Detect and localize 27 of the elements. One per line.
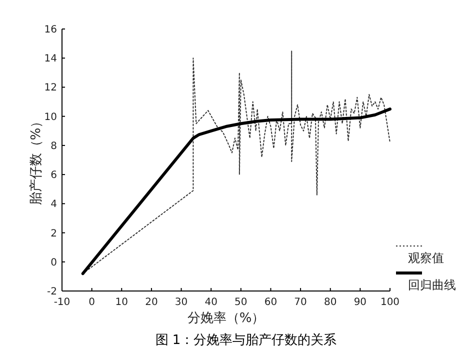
legend-label: 观察值 (408, 251, 444, 265)
x-tick-label: 40 (204, 297, 218, 308)
x-tick-label: 100 (380, 297, 400, 308)
x-tick-label: 10 (115, 297, 128, 308)
y-tick-label: -2 (47, 286, 57, 298)
x-tick-label: 30 (174, 297, 188, 308)
y-tick-label: 16 (44, 24, 57, 36)
y-tick-label: 14 (44, 54, 57, 65)
x-tick-label: 50 (234, 297, 248, 308)
legend-label: 回归曲线 (408, 278, 456, 292)
x-tick-label: -10 (54, 297, 70, 308)
y-tick-label: 10 (44, 112, 57, 123)
x-tick-label: 70 (294, 297, 307, 308)
y-tick-label: 2 (50, 228, 57, 240)
text: 图 1：分娩率与胎产仔数的关系 (155, 332, 337, 348)
x-tick-label: 0 (88, 297, 96, 308)
y-tick-label: 12 (44, 82, 57, 94)
y-tick-label: 4 (50, 199, 57, 210)
x-tick-label: 20 (145, 297, 158, 308)
x-axis-title: 分娩率（%） (187, 310, 265, 326)
y-tick-label: 6 (50, 170, 57, 182)
x-tick-label: 80 (324, 297, 337, 308)
y-tick-label: 0 (50, 257, 57, 268)
y-tick-label: 8 (50, 140, 57, 152)
x-tick-label: 60 (264, 297, 278, 308)
x-tick-label: 90 (354, 297, 367, 308)
y-axis-title: 胎产仔数（%） (29, 114, 44, 206)
